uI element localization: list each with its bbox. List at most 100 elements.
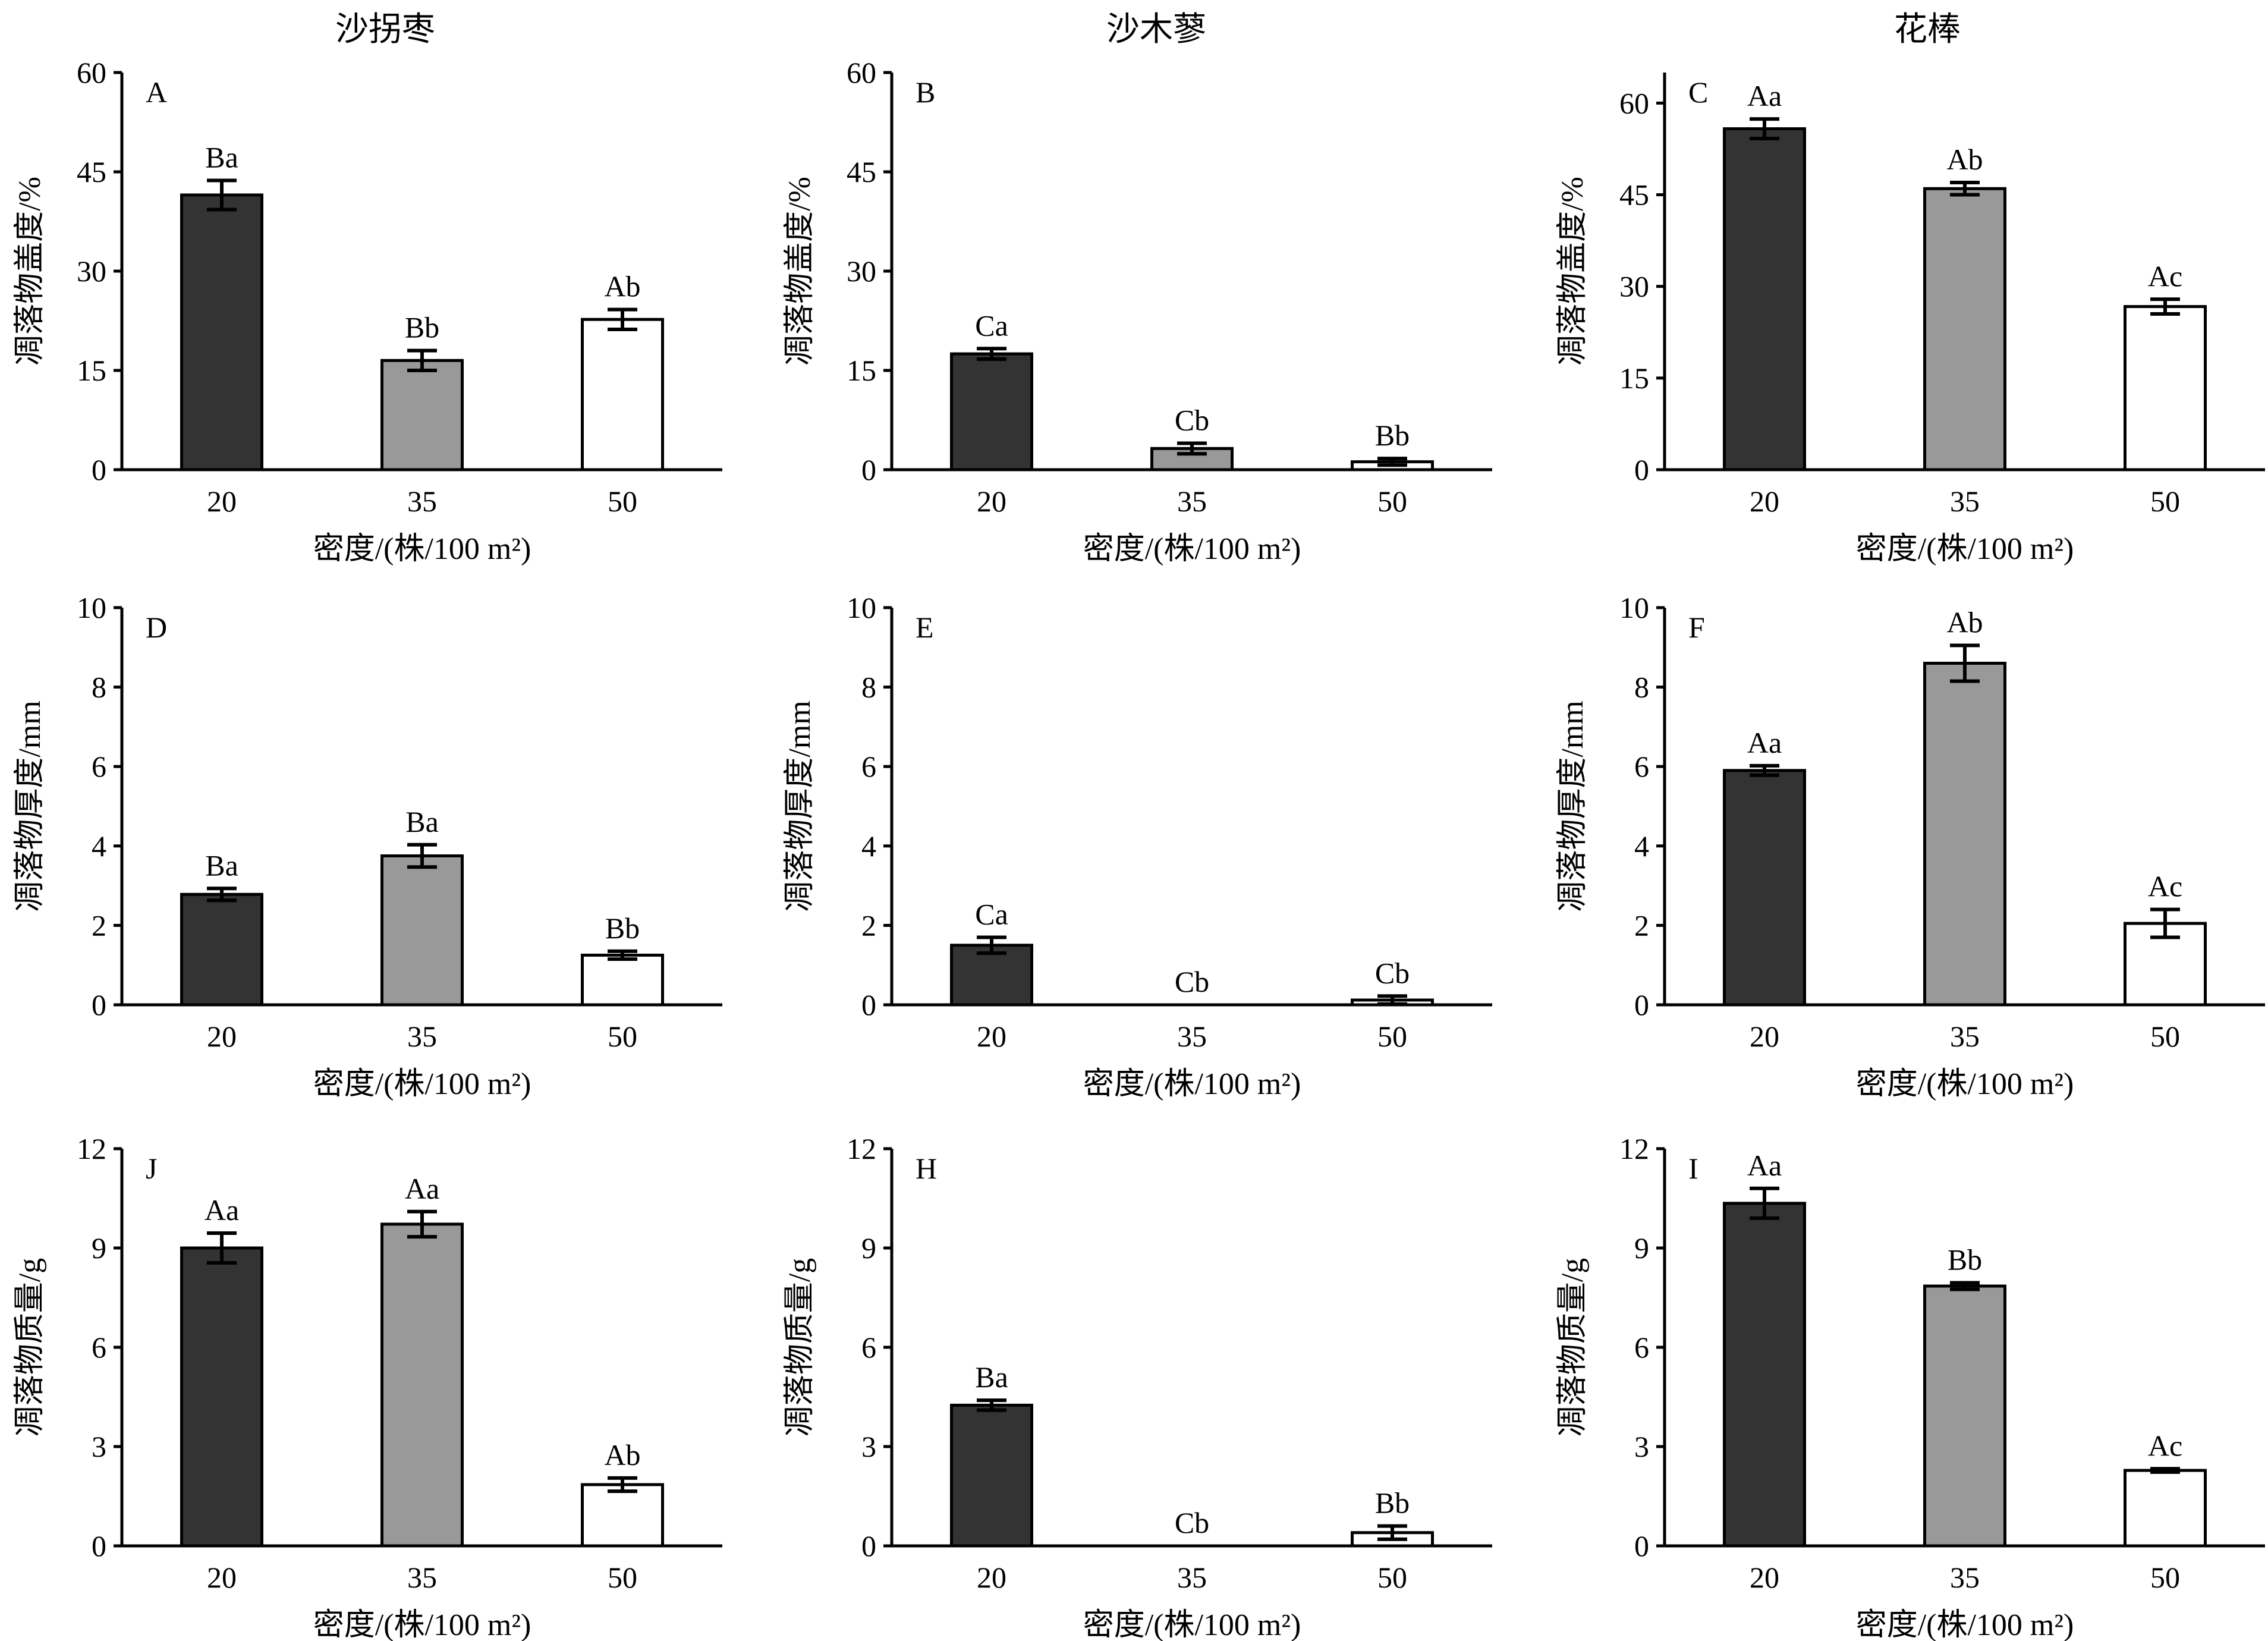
x-tick-label: 35 [1950, 485, 1980, 518]
bar [1723, 127, 1806, 471]
significance-label: Ba [975, 1360, 1008, 1394]
y-tick-label: 0 [92, 1529, 106, 1563]
x-tick-label: 50 [2150, 485, 2180, 518]
significance-label: Ab [1946, 605, 1983, 639]
y-tick-label: 30 [77, 254, 106, 288]
bar [180, 892, 263, 1007]
significance-label: Ab [604, 270, 640, 303]
bar [2124, 305, 2207, 471]
significance-label: Ba [405, 805, 439, 838]
x-tick-label: 35 [407, 485, 437, 518]
y-axis-label: 凋落物质量/g [1556, 1258, 1590, 1436]
bar [1923, 1284, 2006, 1548]
panel-letter: H [916, 1152, 937, 1185]
y-tick-label: 6 [92, 750, 106, 783]
x-tick-label: 50 [1377, 485, 1407, 518]
y-tick-label: 15 [77, 354, 106, 387]
y-axis-label: 凋落物盖度/% [13, 177, 47, 366]
bar [1923, 187, 2006, 471]
significance-label: Ac [2148, 1429, 2182, 1462]
y-tick-label: 45 [1619, 178, 1649, 212]
y-tick-label: 10 [847, 591, 876, 624]
x-tick-label: 35 [1177, 1020, 1207, 1053]
x-axis-label: 密度/(株/100 m²) [313, 532, 531, 566]
panel-B: 0 15 30 45 60 B 凋落物盖度/% 密度/(株/100 m²) 20 Ca 35 Cb 50… [783, 56, 1492, 566]
y-tick-label: 15 [847, 354, 876, 387]
bar [581, 954, 664, 1007]
significance-label: Bb [1375, 1486, 1410, 1520]
x-tick-label: 35 [1177, 1561, 1207, 1594]
x-tick-label: 50 [608, 1020, 637, 1053]
y-axis-label: 凋落物盖度/% [1556, 177, 1590, 366]
y-tick-label: 0 [92, 453, 106, 486]
y-axis-label: 凋落物厚度/mm [783, 700, 817, 911]
y-tick-label: 60 [1619, 86, 1649, 120]
panel-C: 0 15 30 45 60 C 凋落物盖度/% 密度/(株/100 m²) 20 Aa 35 Ab 50… [1556, 73, 2265, 566]
panel-F: 0 2 4 6 8 10 F 凋落物厚度/mm 密度/(株/100 m²) 20 Aa 35 Ab 50 A… [1556, 591, 2265, 1101]
y-tick-label: 9 [92, 1231, 106, 1265]
column-title-1: 沙木蓼 [1106, 11, 1206, 48]
y-tick-label: 8 [92, 671, 106, 704]
y-tick-label: 15 [1619, 361, 1649, 395]
significance-label: Bb [1375, 419, 1410, 452]
x-axis-label: 密度/(株/100 m²) [1856, 1067, 2074, 1101]
significance-label: Aa [205, 1193, 239, 1227]
y-tick-label: 8 [1634, 671, 1649, 704]
significance-label: Ac [2148, 870, 2182, 903]
significance-label: Ab [604, 1438, 640, 1472]
column-title-2: 花棒 [1894, 11, 1961, 48]
x-axis-label: 密度/(株/100 m²) [1083, 1608, 1301, 1641]
x-axis-label: 密度/(株/100 m²) [1856, 532, 2074, 566]
y-tick-label: 45 [77, 155, 106, 188]
bar [1923, 662, 2006, 1007]
x-tick-label: 20 [977, 485, 1006, 518]
x-axis-label: 密度/(株/100 m²) [313, 1608, 531, 1641]
bar [1723, 769, 1806, 1007]
x-tick-label: 20 [1750, 485, 1779, 518]
y-tick-label: 3 [92, 1430, 106, 1463]
x-tick-label: 20 [1750, 1020, 1779, 1053]
significance-label: Ca [975, 897, 1008, 930]
panel-letter: B [916, 76, 935, 109]
significance-label: Aa [1747, 79, 1782, 112]
significance-label: Ab [1946, 143, 1983, 176]
x-axis-label: 密度/(株/100 m²) [313, 1067, 531, 1101]
bar [581, 317, 664, 471]
y-tick-label: 6 [92, 1331, 106, 1364]
y-tick-label: 30 [847, 254, 876, 288]
panel-letter: C [1688, 76, 1708, 109]
x-tick-label: 50 [2150, 1561, 2180, 1594]
y-tick-label: 0 [861, 1529, 876, 1563]
x-tick-label: 50 [1377, 1020, 1407, 1053]
x-tick-label: 50 [608, 1561, 637, 1594]
significance-label: Ac [2148, 259, 2182, 293]
y-tick-label: 4 [861, 829, 876, 863]
x-axis-label: 密度/(株/100 m²) [1856, 1608, 2074, 1641]
bar [2124, 1469, 2207, 1548]
y-tick-label: 12 [1619, 1132, 1649, 1165]
panel-letter: D [146, 611, 167, 644]
y-tick-label: 0 [92, 988, 106, 1021]
bar [950, 352, 1033, 471]
bar [581, 1483, 664, 1548]
y-axis-label: 凋落物厚度/mm [1556, 700, 1590, 911]
x-tick-label: 35 [1950, 1561, 1980, 1594]
y-tick-label: 30 [1619, 270, 1649, 303]
significance-label: Bb [405, 311, 439, 344]
x-axis-label: 密度/(株/100 m²) [1083, 1067, 1301, 1101]
x-tick-label: 35 [1950, 1020, 1980, 1053]
significance-label: Ca [975, 309, 1008, 342]
x-tick-label: 20 [207, 1020, 237, 1053]
bar [180, 1246, 263, 1548]
y-tick-label: 9 [861, 1231, 876, 1265]
column-titles: 沙拐枣 沙木蓼 花棒 [335, 11, 1961, 48]
y-tick-label: 10 [77, 591, 106, 624]
y-axis-label: 凋落物质量/g [783, 1258, 817, 1436]
y-tick-label: 0 [1634, 988, 1649, 1021]
y-tick-label: 8 [861, 671, 876, 704]
y-tick-label: 2 [861, 908, 876, 942]
y-axis-label: 凋落物厚度/mm [13, 700, 47, 911]
x-tick-label: 35 [407, 1020, 437, 1053]
y-tick-label: 6 [1634, 1331, 1649, 1364]
